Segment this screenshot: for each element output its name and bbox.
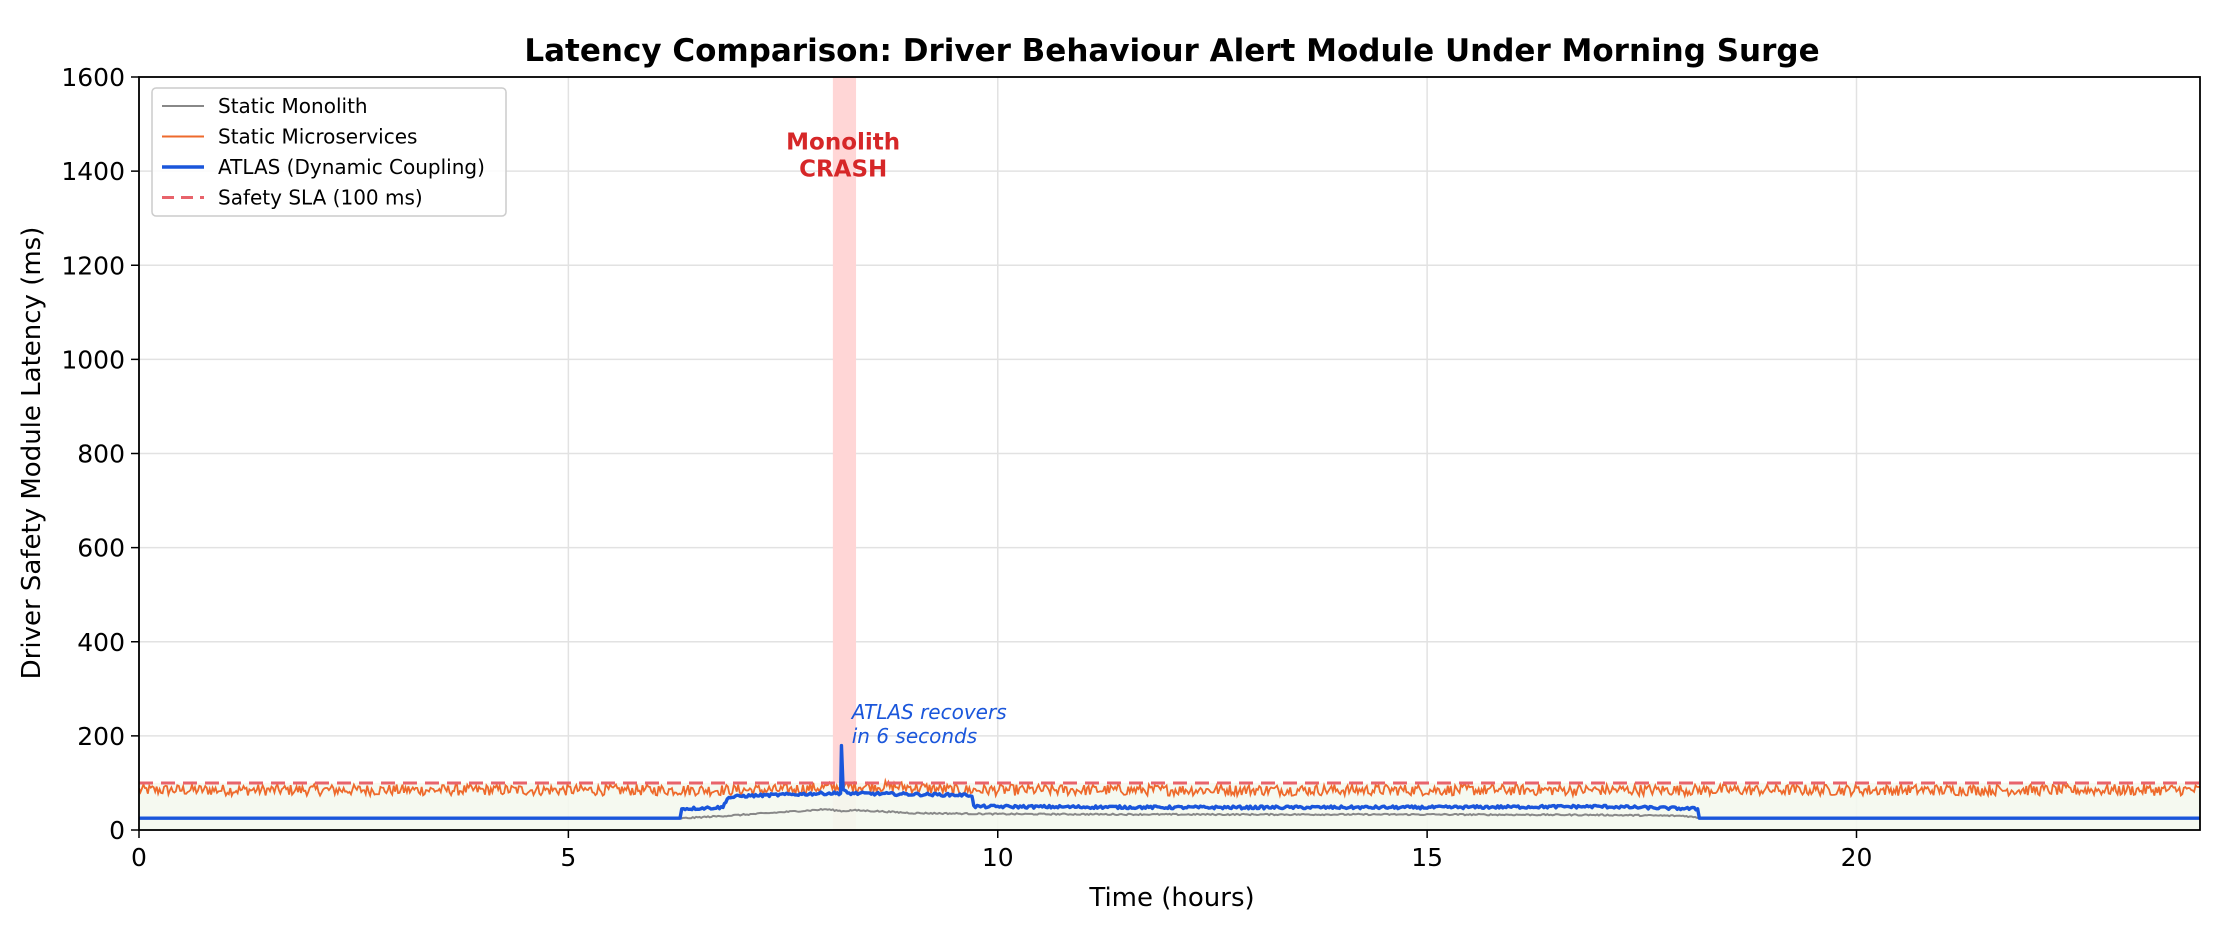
y-axis-title: Driver Safety Module Latency (ms) <box>17 227 47 680</box>
y-tick-label: 1000 <box>61 345 125 374</box>
y-tick-label: 200 <box>77 722 125 751</box>
y-tick-label: 400 <box>77 628 125 657</box>
legend-label: Static Microservices <box>218 125 417 149</box>
y-tick-label: 0 <box>109 816 125 845</box>
legend-label: Safety SLA (100 ms) <box>218 186 423 210</box>
annotation-line: ATLAS recovers <box>850 700 1007 724</box>
x-axis-title: Time (hours) <box>1088 883 1254 913</box>
annotation-line: Monolith <box>786 129 900 155</box>
crash-region <box>832 77 857 830</box>
legend-label: Static Monolith <box>218 94 368 118</box>
chart-title: Latency Comparison: Driver Behaviour Ale… <box>524 33 1819 69</box>
x-tick-label: 20 <box>1841 843 1873 872</box>
legend-box <box>151 87 507 217</box>
legend: Static Monolith Static Microservices ATLAS… <box>151 87 507 217</box>
series-group <box>139 77 2200 830</box>
y-tick-label: 800 <box>77 440 125 469</box>
x-tick-label: 5 <box>560 843 576 872</box>
y-tick-label: 1600 <box>61 63 125 92</box>
y-tick-label: 1400 <box>61 157 125 186</box>
legend-label: ATLAS (Dynamic Coupling) <box>218 155 485 179</box>
annotation-line: in 6 seconds <box>852 724 977 748</box>
crash-annotation: Monolith CRASH <box>786 129 900 182</box>
plot-area: 0 5 10 15 2002004006008001000120014001600Mon… <box>61 63 2201 872</box>
x-tick-label: 10 <box>982 843 1014 872</box>
y-tick-label: 1200 <box>61 251 125 280</box>
y-tick-label: 600 <box>77 534 125 563</box>
recovery-annotation: ATLAS recovers in 6 seconds <box>850 700 1007 748</box>
series-line-static-microservices <box>139 777 2200 799</box>
annotation-line: CRASH <box>799 156 887 182</box>
x-tick-label: 0 <box>131 843 147 872</box>
series-line-atlas <box>139 743 2200 820</box>
x-tick-label: 15 <box>1411 843 1443 872</box>
